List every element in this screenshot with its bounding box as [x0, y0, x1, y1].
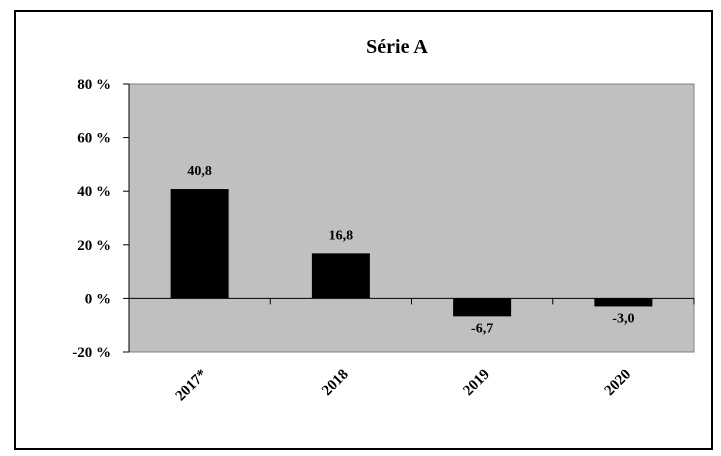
y-axis: 80 % 60 % 40 % 20 % 0 % -20 % [72, 77, 130, 361]
bar-2018 [311, 253, 370, 299]
y-tick-label: 0 % [85, 291, 111, 307]
category-label: 2017* [173, 367, 211, 405]
bar-2017 [170, 189, 229, 299]
y-tick-label: 80 % [77, 77, 111, 93]
category-label: 2020 [602, 367, 635, 400]
chart-title: Série A [366, 36, 428, 58]
y-tick-label: 40 % [77, 184, 111, 200]
data-label: -3,0 [612, 311, 634, 326]
category-label: 2018 [319, 367, 352, 400]
y-tick-label: -20 % [72, 345, 111, 361]
data-label: 16,8 [329, 228, 354, 243]
category-label: 2019 [460, 367, 493, 400]
y-tick-label: 20 % [77, 238, 111, 254]
category-labels: 2017* 2018 2019 2020 [173, 367, 635, 405]
data-labels: 40,8 16,8 -6,7 -3,0 [187, 164, 634, 336]
data-label: -6,7 [471, 321, 493, 336]
y-tick-label: 60 % [77, 131, 111, 147]
data-label: 40,8 [187, 164, 212, 179]
bars [170, 189, 653, 317]
bar-2020 [594, 298, 653, 307]
bar-2019 [453, 298, 512, 317]
